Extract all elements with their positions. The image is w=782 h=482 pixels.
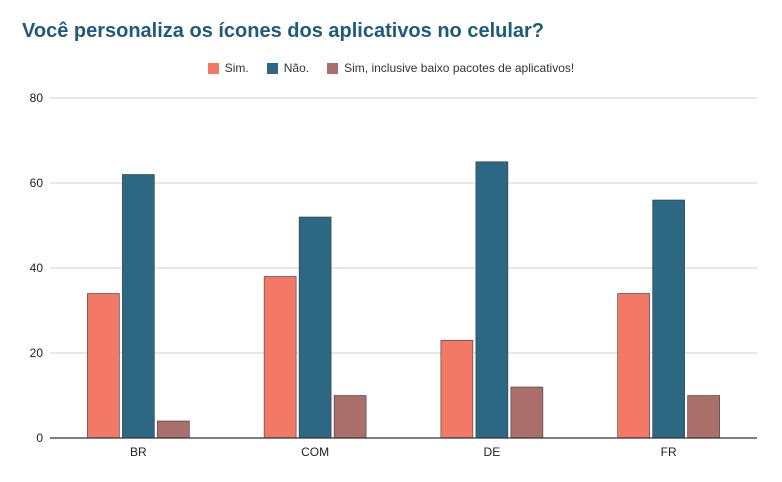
legend-item-nao: Não. — [266, 61, 310, 75]
bar-de-series-2 — [510, 386, 544, 439]
chart-legend: Sim. Não. Sim, inclusive baixo pacotes d… — [0, 61, 782, 75]
y-tick-label-20: 20 — [30, 346, 44, 360]
bar-com-series-0 — [263, 276, 297, 439]
legend-label-sim: Sim. — [224, 61, 249, 75]
legend-item-sim-inclusive: Sim, inclusive baixo pacotes de aplicati… — [327, 61, 574, 75]
legend-swatch-nao — [266, 62, 278, 74]
x-tick-label-fr: FR — [661, 445, 677, 459]
bar-fr-series-1 — [652, 199, 685, 439]
legend-swatch-sim-inclusive — [327, 62, 339, 74]
bar-br-series-1 — [122, 174, 155, 439]
bar-br-series-0 — [87, 293, 120, 439]
legend-swatch-sim — [207, 62, 219, 74]
bar-fr-series-2 — [687, 395, 720, 439]
y-tick-label-60: 60 — [30, 176, 44, 190]
x-tick-label-com: COM — [301, 445, 329, 459]
x-tick-label-br: BR — [130, 445, 147, 459]
legend-label-nao: Não. — [283, 61, 310, 75]
x-tick-label-de: DE — [484, 445, 501, 459]
bar-com-series-2 — [333, 395, 367, 439]
bar-de-series-0 — [440, 339, 474, 439]
y-tick-label-0: 0 — [36, 431, 43, 445]
y-tick-label-80: 80 — [30, 91, 44, 105]
bar-fr-series-0 — [617, 293, 650, 439]
legend-label-sim-inclusive: Sim, inclusive baixo pacotes de aplicati… — [344, 61, 575, 75]
bar-br-series-2 — [157, 420, 190, 439]
bar-com-series-1 — [298, 216, 332, 439]
y-tick-label-40: 40 — [30, 261, 44, 275]
bar-de-series-1 — [475, 161, 509, 439]
legend-item-sim: Sim. — [207, 61, 249, 75]
chart-title: Você personaliza os ícones dos aplicativ… — [22, 20, 545, 42]
